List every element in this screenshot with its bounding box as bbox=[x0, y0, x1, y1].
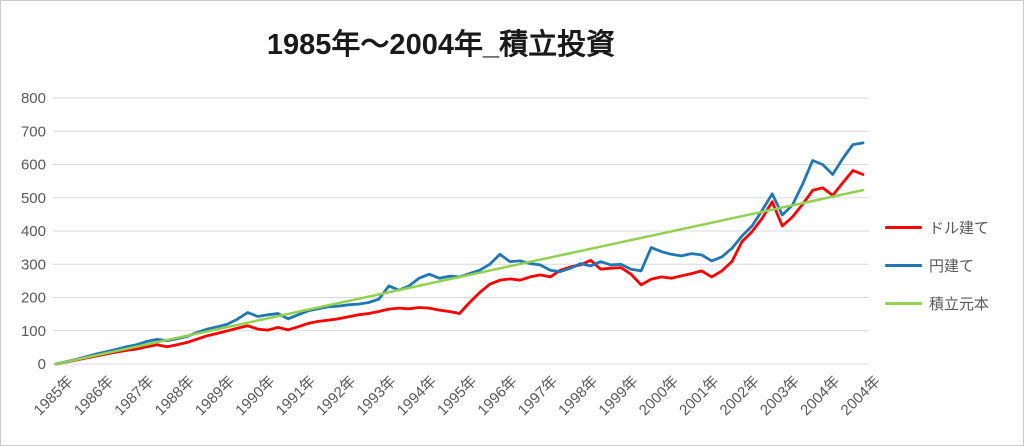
legend-label-yen: 円建て bbox=[929, 257, 975, 275]
x-tick-label: 2003年 bbox=[757, 373, 803, 419]
series-line-principal bbox=[54, 188, 865, 366]
x-tick-label: 1995年 bbox=[434, 373, 480, 419]
y-tick-label: 300 bbox=[21, 256, 46, 273]
x-tick-label: 1986年 bbox=[71, 373, 117, 419]
x-tick-label: 1985年 bbox=[31, 373, 77, 419]
y-tick-label: 400 bbox=[21, 223, 46, 240]
x-tick-label: 1990年 bbox=[232, 373, 278, 419]
y-tick-label: 100 bbox=[21, 323, 46, 340]
y-tick-label: 0 bbox=[38, 356, 46, 373]
x-tick-label: 1992年 bbox=[313, 373, 359, 419]
x-tick-label: 2004年 bbox=[797, 373, 843, 419]
x-tick-label: 1987年 bbox=[111, 373, 157, 419]
x-tick-label: 2004年 bbox=[838, 373, 884, 419]
x-tick-label: 1989年 bbox=[192, 373, 238, 419]
x-tick-label: 1997年 bbox=[515, 373, 561, 419]
legend-line-swatch-yen bbox=[885, 263, 922, 267]
x-tick-label: 1998年 bbox=[555, 373, 601, 419]
y-tick-label: 800 bbox=[21, 90, 46, 107]
x-tick-label: 2002年 bbox=[717, 373, 763, 419]
legend-item-yen: 円建て bbox=[885, 246, 989, 284]
y-tick-label: 500 bbox=[21, 190, 46, 207]
x-tick-label: 1999年 bbox=[596, 373, 642, 419]
y-tick-label: 600 bbox=[21, 157, 46, 174]
series-line-dollar bbox=[54, 169, 865, 366]
x-tick-label: 1994年 bbox=[394, 373, 440, 419]
legend-line-swatch-principal bbox=[885, 301, 922, 305]
x-tick-label: 1991年 bbox=[273, 373, 319, 419]
x-tick-label: 2000年 bbox=[636, 373, 682, 419]
legend-line-swatch-dollar bbox=[885, 225, 922, 229]
legend: ドル建て 円建て 積立元本 bbox=[885, 208, 989, 322]
legend-label-dollar: ドル建て bbox=[929, 219, 990, 237]
x-tick-label: 1993年 bbox=[353, 373, 399, 419]
x-tick-label: 1996年 bbox=[474, 373, 520, 419]
legend-item-principal: 積立元本 bbox=[885, 284, 989, 322]
x-tick-label: 2001年 bbox=[676, 373, 722, 419]
x-tick-label: 1988年 bbox=[152, 373, 198, 419]
y-tick-label: 200 bbox=[21, 290, 46, 307]
chart-title: 1985年～2004年_積立投資 bbox=[266, 29, 616, 61]
y-tick-label: 700 bbox=[21, 123, 46, 140]
legend-item-dollar: ドル建て bbox=[885, 208, 989, 246]
legend-label-principal: 積立元本 bbox=[929, 295, 990, 313]
